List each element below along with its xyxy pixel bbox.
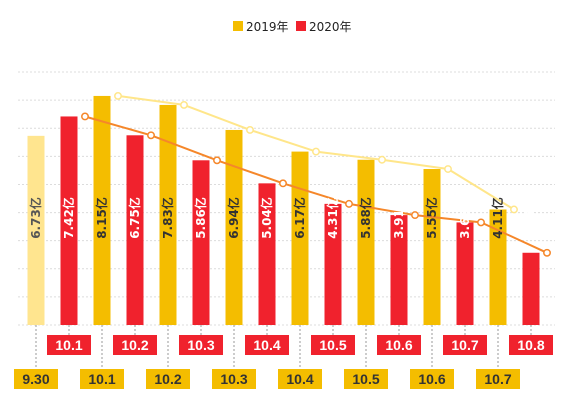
value-label-2020-10.8: 2.57亿 <box>523 197 538 239</box>
legend-label-2019: 2019年 <box>246 20 289 34</box>
trend-point-2019-10.7 <box>510 205 518 214</box>
category-axis: 10.1 10.2 10.3 10.4 10.5 10.6 10.7 10.8 9.30 10.1… <box>14 325 553 389</box>
bar-2019-10.1 <box>93 95 111 325</box>
date-tag-2019-9.30 <box>14 369 58 389</box>
bar-2020-10.8 <box>522 252 540 325</box>
bar-2019-9.30 <box>27 135 45 325</box>
date-tag-2019-10.3 <box>212 369 256 389</box>
trend-point-2019-10.1 <box>114 91 122 100</box>
value-label-2020-10.6: 3.91亿 <box>391 197 406 239</box>
bar-2020-10.2 <box>126 135 144 325</box>
value-label-2020-10.1: 7.42亿 <box>61 197 76 239</box>
trend-lines <box>81 91 551 257</box>
date-tag-label-2019-10.3: 10.3 <box>220 371 247 387</box>
value-label-2019-10.4: 6.17亿 <box>292 197 307 239</box>
date-tag-label-2020-10.1: 10.1 <box>55 337 82 353</box>
value-label-2019-10.3: 6.94亿 <box>226 197 241 239</box>
date-tag-label-2020-10.4: 10.4 <box>253 337 280 353</box>
trend-point-2019-10.2 <box>180 100 188 109</box>
value-label-2019-10.5: 5.88亿 <box>358 197 373 239</box>
trend-point-2020-10.1 <box>81 112 89 121</box>
trend-line-2020 <box>84 115 548 254</box>
trend-point-2020-10.4 <box>279 179 287 188</box>
value-label-2019-10.7: 4.11亿 <box>490 197 505 239</box>
date-tag-2019-10.6 <box>410 369 454 389</box>
legend-swatch-2019 <box>233 21 243 31</box>
bar-2020-10.4 <box>258 183 276 325</box>
bar-2019-10.3 <box>225 129 243 325</box>
date-tag-label-2020-10.6: 10.6 <box>385 337 412 353</box>
value-label-2020-10.4: 5.04亿 <box>259 197 274 239</box>
date-tag-2019-10.4 <box>278 369 322 389</box>
date-tag-2020-10.7 <box>443 335 487 355</box>
bar-2020-10.5 <box>324 203 342 325</box>
bar-2019-10.6 <box>423 169 441 325</box>
date-tag-2020-10.2 <box>113 335 157 355</box>
value-labels: 6.73亿 8.15亿 7.83亿 6.94亿 6.17亿 5.88亿 5.55亿 4.11亿… <box>28 197 538 239</box>
bar-2020-10.3 <box>192 160 210 325</box>
date-tag-label-2020-10.3: 10.3 <box>187 337 214 353</box>
date-tag-2020-10.3 <box>179 335 223 355</box>
bar-2020-10.1 <box>60 116 78 325</box>
date-tag-label-2020-10.2: 10.2 <box>121 337 148 353</box>
date-tag-2019-10.2 <box>146 369 190 389</box>
trend-point-2020-10.8 <box>543 248 551 257</box>
date-tag-2019-10.7 <box>476 369 520 389</box>
date-tag-2019-10.5 <box>344 369 388 389</box>
bar-2019-10.7 <box>489 209 507 325</box>
value-label-2020-10.2: 6.75亿 <box>127 197 142 239</box>
trend-point-2019-10.6 <box>444 165 452 173</box>
legend-swatch-2020 <box>296 21 306 31</box>
date-tag-label-2019-10.2: 10.2 <box>154 371 181 387</box>
trend-point-2020-10.2 <box>147 131 155 140</box>
bar-2019-10.5 <box>357 159 375 325</box>
value-label-2020-10.7: 3.65亿 <box>457 197 472 239</box>
date-tag-label-2020-10.7: 10.7 <box>451 337 478 353</box>
trend-point-2020-10.5 <box>345 199 353 208</box>
trend-point-2019-10.5 <box>378 155 386 164</box>
legend-label-2020: 2020年 <box>309 20 352 34</box>
bar-2020-10.6 <box>390 215 408 325</box>
date-tag-2020-10.5 <box>311 335 355 355</box>
trend-point-2019-10.3 <box>246 125 254 134</box>
value-label-2020-10.5: 4.31亿 <box>325 197 340 239</box>
trend-point-2020-10.3 <box>213 156 221 165</box>
date-tag-label-2019-9.30: 9.30 <box>22 371 49 387</box>
date-tag-label-2019-10.4: 10.4 <box>286 371 313 387</box>
value-label-2019-9.30: 6.73亿 <box>28 197 43 239</box>
date-tag-2020-10.8 <box>509 335 553 355</box>
legend: 2019年 2020年 <box>233 20 352 34</box>
date-tag-label-2019-10.5: 10.5 <box>352 371 379 387</box>
date-tag-label-2019-10.6: 10.6 <box>418 371 445 387</box>
trend-point-2020-10.6 <box>411 211 419 220</box>
value-label-2019-10.1: 8.15亿 <box>94 197 109 239</box>
date-tag-label-2019-10.7: 10.7 <box>484 371 511 387</box>
bar-2019-10.2 <box>159 104 177 325</box>
value-label-2019-10.2: 7.83亿 <box>160 197 175 239</box>
date-tag-label-2020-10.5: 10.5 <box>319 337 346 353</box>
date-tag-2020-10.4 <box>245 335 289 355</box>
bar-2019-10.4 <box>291 151 309 325</box>
date-tag-label-2019-10.1: 10.1 <box>88 371 115 387</box>
bars <box>27 95 540 325</box>
trend-point-2019-10.4 <box>312 147 320 156</box>
value-label-2020-10.3: 5.86亿 <box>193 197 208 239</box>
date-tag-2020-10.6 <box>377 335 421 355</box>
trend-point-2020-10.7 <box>477 218 485 227</box>
date-tag-2019-10.1 <box>80 369 124 389</box>
value-label-2019-10.6: 5.55亿 <box>424 197 439 239</box>
date-tag-label-2020-10.8: 10.8 <box>517 337 544 353</box>
date-tag-2020-10.1 <box>47 335 91 355</box>
bar-2020-10.7 <box>456 222 474 325</box>
